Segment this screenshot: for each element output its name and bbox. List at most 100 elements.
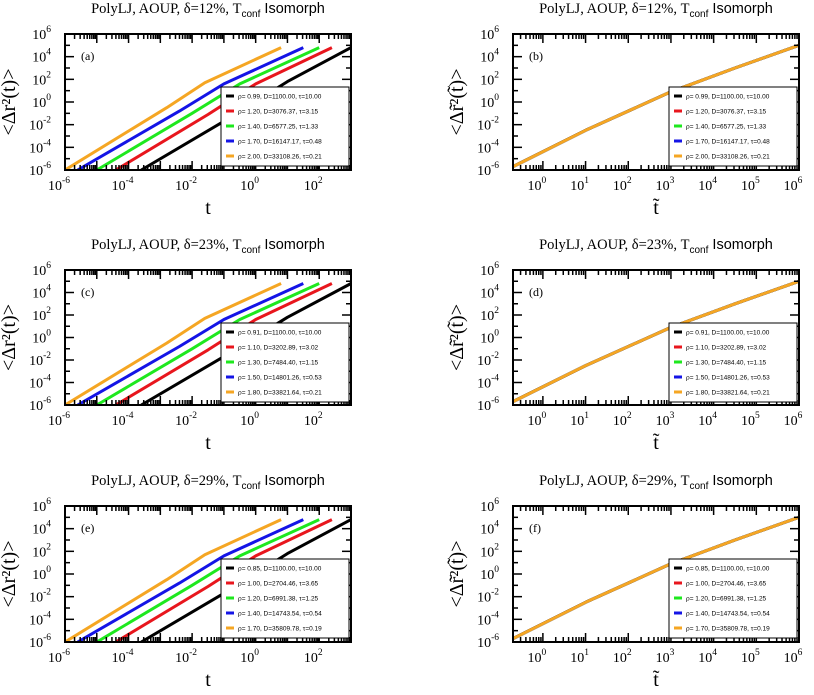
legend-entry-2: ρ= 1.10, D=3202.89, τ=3.02 [238, 344, 319, 351]
x-tick-label: 106 [784, 176, 803, 194]
y-tick-label: 10-2 [29, 351, 51, 369]
y-tick-label: 10-2 [477, 116, 499, 134]
panel-label: (e) [81, 521, 94, 535]
y-tick-label: 104 [480, 520, 499, 538]
y-axis-label: <Δr̃²(t̃)> [446, 541, 468, 608]
legend-entry-3: ρ= 1.40, D=6577.25, τ=1.33 [686, 123, 767, 130]
x-tick-label: 100 [240, 176, 259, 194]
series-line-5 [65, 518, 282, 642]
y-tick-label: 10-4 [477, 138, 499, 156]
panel-b: PolyLJ, AOUP, δ=12%, Tconf Isomorph 100 10… [446, 1, 803, 219]
y-tick-label: 102 [480, 542, 499, 560]
panel-title: PolyLJ, AOUP, δ=23%, Tconf Isomorph [91, 237, 325, 256]
y-tick-label: 106 [32, 497, 51, 515]
y-axis-label: <Δr²(t)> [0, 541, 20, 608]
y-tick-label: 10-6 [29, 396, 51, 414]
x-tick-label: 100 [240, 648, 259, 666]
y-tick-label: 106 [480, 497, 499, 515]
x-tick-label: 101 [570, 411, 589, 429]
legend-entry-4: ρ= 1.50, D=14801.26, τ=0.53 [686, 374, 770, 381]
x-tick-label: 10-4 [112, 411, 134, 429]
y-tick-label: 10-2 [29, 588, 51, 606]
x-tick-label: 103 [656, 648, 675, 666]
y-tick-label: 102 [32, 542, 51, 560]
panel-label: (c) [81, 285, 94, 299]
x-tick-label: 100 [528, 411, 547, 429]
legend-entry-4: ρ= 1.40, D=14743.54, τ=0.54 [238, 610, 322, 617]
series-line-3 [96, 518, 320, 642]
y-tick-label: 100 [32, 565, 51, 583]
legend-box [220, 86, 350, 167]
legend-entry-2: ρ= 1.10, D=3202.89, τ=3.02 [686, 344, 767, 351]
legend-entry-5: ρ= 1.70, D=35809.78, τ=0.19 [686, 625, 770, 632]
series-line-3 [96, 282, 320, 405]
y-tick-label: 106 [480, 25, 499, 43]
y-tick-label: 102 [480, 70, 499, 88]
x-tick-label: 106 [784, 648, 803, 666]
y-axis-label: <Δr²(t)> [0, 69, 20, 136]
legend-entry-5: ρ= 2.00, D=33108.26, τ=0.21 [686, 153, 770, 160]
legend-entry-2: ρ= 1.00, D=2704.46, τ=3.65 [686, 580, 767, 587]
panel-f: PolyLJ, AOUP, δ=29%, Tconf Isomorph 100 10… [446, 473, 803, 691]
panel-d: PolyLJ, AOUP, δ=23%, Tconf Isomorph 100 10… [446, 237, 803, 454]
x-tick-label: 102 [613, 411, 632, 429]
series-line-4 [76, 282, 304, 405]
x-tick-label: 101 [570, 648, 589, 666]
x-tick-label: 105 [741, 648, 760, 666]
x-tick-label: 102 [304, 176, 323, 194]
y-tick-label: 10-2 [477, 588, 499, 606]
y-tick-label: 104 [480, 284, 499, 302]
x-axis-label: t [205, 197, 211, 219]
x-tick-label: 102 [304, 411, 323, 429]
x-tick-label: 104 [698, 176, 717, 194]
y-tick-label: 104 [32, 284, 51, 302]
legend-entry-4: ρ= 1.70, D=16147.17, τ=0.48 [238, 138, 322, 145]
x-tick-label: 10-6 [48, 648, 70, 666]
y-tick-label: 104 [32, 48, 51, 66]
legend-entry-3: ρ= 1.30, D=7484.40, τ=1.15 [686, 359, 767, 366]
y-tick-label: 100 [32, 329, 51, 347]
legend-entry-2: ρ= 1.20, D=3076.37, τ=3.15 [686, 108, 767, 115]
y-tick-label: 100 [480, 93, 499, 111]
legend-entry-1: ρ= 0.85, D=1100.00, τ=10.00 [686, 565, 770, 572]
y-tick-label: 100 [480, 329, 499, 347]
panel-label: (f) [529, 521, 541, 535]
y-tick-label: 10-2 [29, 116, 51, 134]
y-tick-label: 102 [480, 306, 499, 324]
x-tick-label: 105 [741, 411, 760, 429]
legend-entry-4: ρ= 1.40, D=14743.54, τ=0.54 [686, 610, 770, 617]
panel-label: (b) [529, 49, 543, 63]
legend-box [220, 322, 350, 403]
x-axis-label: t̃ [653, 197, 660, 219]
y-tick-label: 100 [480, 565, 499, 583]
legend-entry-3: ρ= 1.20, D=6991.38, τ=1.25 [686, 595, 767, 602]
panel-title: PolyLJ, AOUP, δ=29%, Tconf Isomorph [539, 473, 773, 492]
y-tick-label: 10-6 [29, 633, 51, 651]
legend-box [668, 558, 798, 639]
y-tick-label: 102 [32, 306, 51, 324]
y-tick-label: 10-6 [477, 633, 499, 651]
y-tick-label: 104 [480, 48, 499, 66]
legend-entry-1: ρ= 0.99, D=1100.00, τ=10.00 [686, 93, 770, 100]
x-axis-label: t [205, 669, 211, 691]
y-tick-label: 10-4 [477, 374, 499, 392]
legend-entry-4: ρ= 1.70, D=16147.17, τ=0.48 [686, 138, 770, 145]
panel-label: (d) [529, 285, 543, 299]
x-tick-label: 10-6 [48, 411, 70, 429]
x-tick-label: 102 [613, 176, 632, 194]
legend-entry-2: ρ= 1.20, D=3076.37, τ=3.15 [238, 108, 319, 115]
x-tick-label: 10-2 [175, 176, 197, 194]
series-line-5 [65, 282, 282, 405]
x-tick-label: 102 [304, 648, 323, 666]
series-line-4 [76, 46, 304, 170]
y-tick-label: 106 [32, 261, 51, 279]
x-tick-label: 10-2 [175, 411, 197, 429]
legend-entry-3: ρ= 1.30, D=7484.40, τ=1.15 [238, 359, 319, 366]
series-line-3 [96, 46, 320, 170]
x-tick-label: 103 [656, 411, 675, 429]
legend-entry-5: ρ= 1.80, D=33821.64, τ=0.21 [238, 389, 322, 396]
y-tick-label: 10-6 [29, 161, 51, 179]
x-tick-label: 103 [656, 176, 675, 194]
